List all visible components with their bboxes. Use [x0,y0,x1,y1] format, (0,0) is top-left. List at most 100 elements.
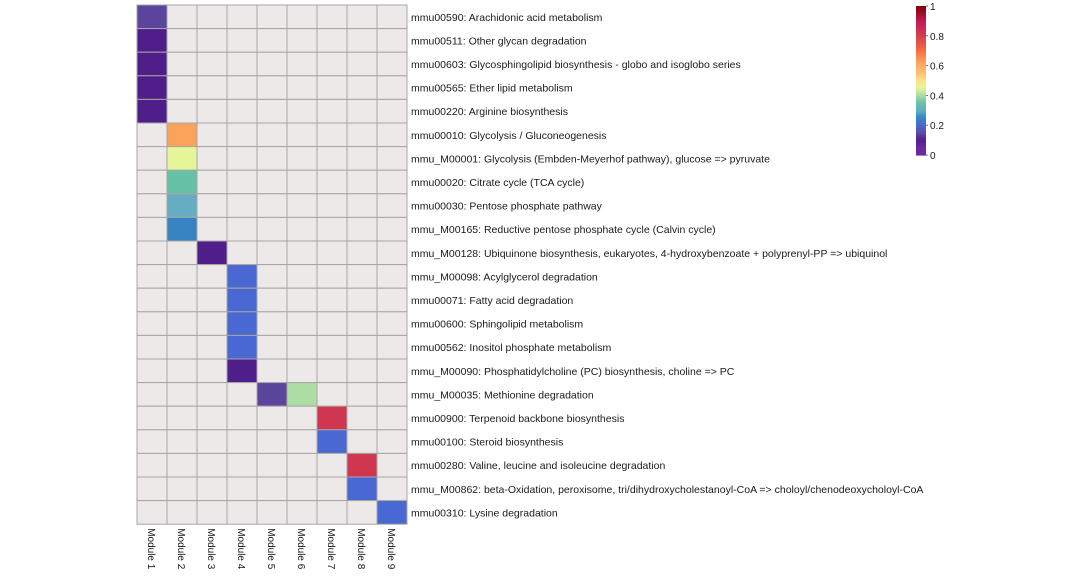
heatmap-cell [346,216,378,242]
heatmap-cell [376,193,408,218]
legend-color-step [916,40,926,44]
heatmap-cell [166,98,198,124]
heatmap-cell [256,429,288,454]
heatmap-cell [286,216,318,242]
heatmap-cell [136,452,168,478]
heatmap-cell [196,75,228,100]
heatmap-cell [196,287,228,313]
heatmap-cell [256,311,288,336]
legend-color-step [916,120,926,124]
heatmap-cell [226,169,258,195]
legend-color-step [916,130,926,134]
heatmap-cell [316,382,348,407]
heatmap-cell [226,287,258,313]
column-label: Module 6 [295,528,306,570]
heatmap-cell [136,98,168,124]
row-label: mmu00310: Lysine degradation [411,507,558,519]
heatmap-cell [196,311,228,336]
heatmap-cell [346,51,378,77]
legend-color-step [916,48,926,52]
heatmap-cell [256,4,288,30]
column-label: Module 7 [325,528,336,570]
heatmap-cell [166,216,198,242]
heatmap-cell [256,382,288,407]
heatmap-cell [346,264,378,289]
legend-color-step [916,70,926,74]
heatmap-cell [286,476,318,502]
column-label: Module 9 [385,528,396,570]
column-label: Module 3 [205,528,216,570]
heatmap-cell [226,476,258,502]
heatmap-cell [226,452,258,478]
heatmap-cell [196,122,228,148]
heatmap-cell [346,358,378,384]
legend-color-step [916,50,926,54]
heatmap-cell [136,334,168,360]
heatmap-cell [256,334,288,360]
heatmap-cell [376,98,408,124]
heatmap-cell [166,500,198,525]
heatmap-cell [136,193,168,218]
heatmap-cell [346,311,378,336]
heatmap-cell [376,382,408,407]
row-label: mmu_M00035: Methionine degradation [411,389,594,401]
heatmap-cell [226,334,258,360]
legend-color-step [916,53,926,57]
heatmap-cell [286,169,318,195]
heatmap-cell [316,311,348,336]
heatmap-cell [196,193,228,218]
heatmap-cell [376,334,408,360]
heatmap-cell [286,75,318,100]
row-label: mmu_M00001: Glycolysis (Embden-Meyerhof … [411,153,770,165]
row-label: mmu00020: Citrate cycle (TCA cycle) [411,177,584,189]
heatmap-cell [316,264,348,289]
row-label: mmu_M00128: Ubiquinone biosynthesis, euk… [411,248,887,260]
color-legend: 1 0.8 0.6 0.4 0.2 0 [916,2,944,162]
row-label: mmu00590: Arachidonic acid metabolism [411,12,603,24]
heatmap-cell [166,51,198,77]
heatmap-cell [316,193,348,218]
legend-tick-label: 0.8 [930,32,944,43]
legend-tick-label: 1 [930,2,936,13]
heatmap-cell [256,122,288,148]
heatmap-cell [166,429,198,454]
heatmap-cell [286,193,318,218]
heatmap-cell [166,169,198,195]
heatmap-cell [286,4,318,30]
legend-color-step [916,140,926,144]
heatmap-cell [256,476,288,502]
heatmap-cell [316,216,348,242]
heatmap-cell [256,28,288,53]
heatmap-cell [256,405,288,431]
heatmap-cell [286,287,318,313]
heatmap-cell [166,75,198,100]
heatmap-cell [376,358,408,384]
legend-color-step [916,135,926,139]
heatmap-cell [196,169,228,195]
heatmap-cell [376,264,408,289]
heatmap-cell [316,169,348,195]
legend-color-step [916,85,926,89]
heatmap-cell [286,122,318,148]
legend-color-step [916,115,926,119]
heatmap-cell [226,98,258,124]
heatmap-cell [256,98,288,124]
heatmap-cell [166,452,198,478]
legend-color-step [916,90,926,94]
heatmap-cell [376,51,408,77]
heatmap-cell [286,240,318,266]
heatmap-cell [256,169,288,195]
legend-color-step [916,25,926,29]
heatmap-cell [376,4,408,30]
heatmap-cell [226,51,258,77]
heatmap-cell [226,122,258,148]
heatmap-cell [166,28,198,53]
legend-color-step [916,35,926,39]
legend-color-step [916,33,926,37]
heatmap-cell [196,4,228,30]
heatmap-cell [376,452,408,478]
heatmap-cell [316,452,348,478]
heatmap-cell [136,169,168,195]
legend-color-step [916,105,926,109]
heatmap-cell [226,405,258,431]
